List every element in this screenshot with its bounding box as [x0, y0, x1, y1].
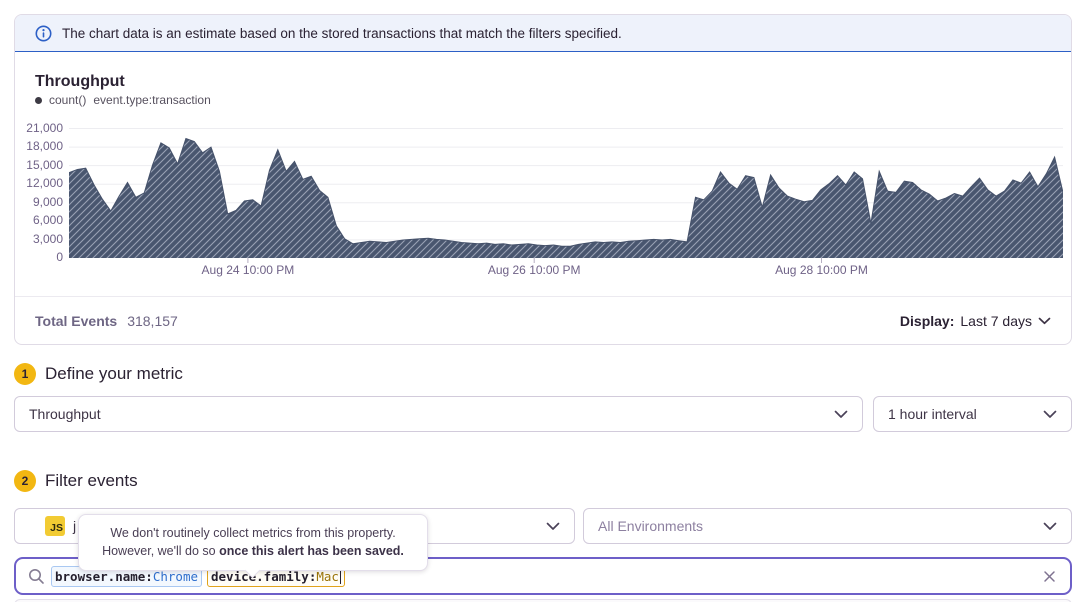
section-define-metric: 1 Define your metric [14, 363, 183, 385]
y-axis-tick-label: 6,000 [32, 213, 63, 227]
y-axis-tick-label: 12,000 [26, 176, 63, 190]
y-axis-tick-label: 18,000 [26, 139, 63, 153]
info-banner-text: The chart data is an estimate based on t… [62, 25, 622, 41]
interval-select-value: 1 hour interval [888, 406, 977, 422]
area-chart-svg [68, 128, 1064, 263]
y-axis-tick-label: 3,000 [32, 231, 63, 246]
legend-filter-label: event.type:transaction [93, 93, 211, 107]
display-value: Last 7 days [960, 312, 1032, 329]
metric-select-value: Throughput [29, 406, 101, 422]
total-events-value: 318,157 [127, 312, 178, 329]
total-events-label: Total Events [35, 312, 118, 329]
y-axis-tick-label: 21,000 [26, 120, 63, 135]
display-label: Display: [899, 312, 955, 329]
legend-dot-icon [35, 96, 42, 104]
total-events: Total Events 318,157 [35, 313, 178, 329]
chart-card-footer: Total Events 318,157 Display: Last 7 day… [15, 296, 1071, 344]
chart-title: Throughput [35, 73, 125, 90]
section-1-title: Define your metric [45, 364, 183, 383]
throughput-area-chart [68, 128, 1064, 264]
x-axis-tick-label: Aug 24 10:00 PM [201, 263, 295, 277]
info-icon [35, 25, 52, 41]
project-select-value: j [73, 518, 77, 534]
display-period-dropdown[interactable]: Display: Last 7 days [900, 313, 1051, 329]
y-axis-tick-label: 0 [56, 250, 63, 264]
x-axis-tick-label: Aug 26 10:00 PM [487, 263, 581, 277]
chevron-down-icon [834, 410, 848, 418]
token-value: Mac [316, 568, 339, 584]
token-key: device.family: [211, 568, 317, 584]
chevron-down-icon [1038, 317, 1051, 324]
environment-select[interactable]: All Environments [583, 508, 1072, 544]
tooltip-line-2: However, we'll do so once this alert has… [102, 544, 404, 559]
chevron-down-icon [1043, 522, 1057, 530]
y-axis-tick-label: 9,000 [32, 194, 63, 209]
tooltip-line-1: We don't routinely collect metrics from … [110, 526, 396, 540]
x-axis-labels: Aug 24 10:00 PM Aug 26 10:00 PM Aug 28 10:… [69, 263, 1063, 279]
chart-card: The chart data is an estimate based on t… [14, 14, 1072, 345]
javascript-project-icon: JS [45, 516, 65, 536]
y-axis-tick-label: 15,000 [26, 157, 63, 172]
interval-select[interactable]: 1 hour interval [873, 396, 1072, 432]
step-2-badge: 2 [14, 470, 36, 492]
legend-series-label: count() [49, 93, 87, 107]
section-2-title: Filter events [45, 471, 138, 490]
close-icon [1044, 570, 1055, 582]
chart-legend: count() event.type:transaction [35, 93, 211, 107]
step-1-badge: 1 [14, 363, 36, 385]
metric-select[interactable]: Throughput [14, 396, 863, 432]
section-filter-events: 2 Filter events [14, 470, 138, 492]
y-axis-labels: 0 3,000 6,000 9,000 12,000 15,000 18,000 21,000 [15, 121, 63, 265]
info-banner: The chart data is an estimate based on t… [15, 15, 1071, 52]
x-axis-tick-label: Aug 28 10:00 PM [775, 263, 868, 277]
environment-select-value: All Environments [598, 518, 704, 534]
token-value: Chrome [152, 568, 198, 584]
chevron-down-icon [1043, 410, 1057, 418]
chevron-down-icon [546, 522, 560, 530]
search-icon [29, 568, 44, 584]
text-cursor [339, 568, 341, 584]
metrics-warning-tooltip: We don't routinely collect metrics from … [78, 514, 428, 579]
chart-body: Throughput count() event.type:transactio… [15, 52, 1071, 297]
token-key: browser.name: [55, 568, 153, 584]
clear-search-button[interactable] [1041, 568, 1058, 585]
